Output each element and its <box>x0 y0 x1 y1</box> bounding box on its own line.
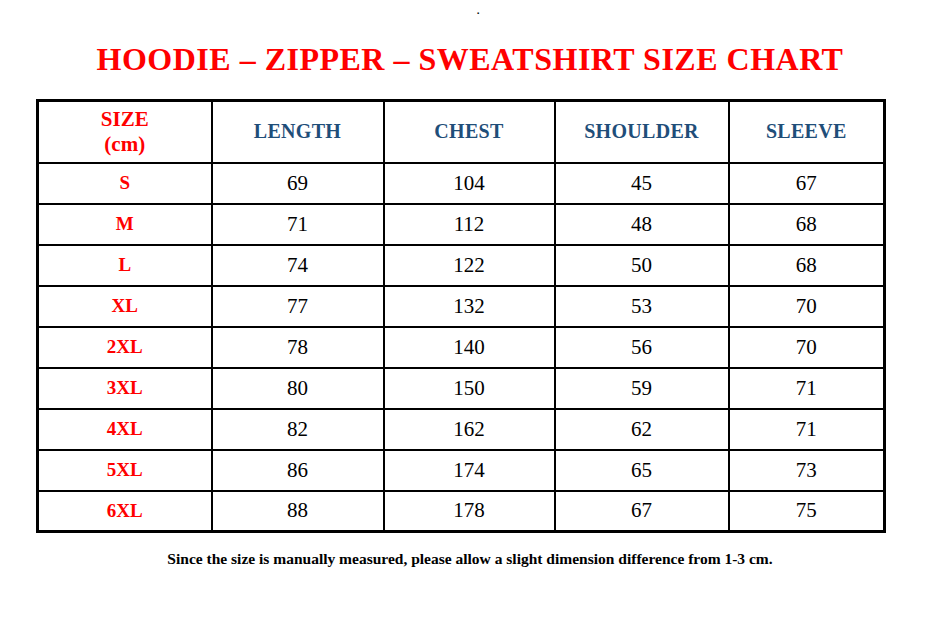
col-header-size-line1: SIZE <box>39 107 211 132</box>
length-value: 80 <box>212 368 384 409</box>
shoulder-value: 59 <box>555 368 729 409</box>
table-row: L 74 122 50 68 <box>38 245 885 286</box>
size-label: 2XL <box>38 327 212 368</box>
length-value: 86 <box>212 450 384 491</box>
col-header-sleeve: SLEEVE <box>729 101 885 163</box>
col-header-length: LENGTH <box>212 101 384 163</box>
chest-value: 162 <box>384 409 555 450</box>
length-value: 88 <box>212 491 384 532</box>
header-row: SIZE (cm) LENGTH CHEST SHOULDER SLEEVE <box>38 101 885 163</box>
sleeve-value: 68 <box>729 204 885 245</box>
length-value: 77 <box>212 286 384 327</box>
table-row: 2XL 78 140 56 70 <box>38 327 885 368</box>
length-value: 74 <box>212 245 384 286</box>
table-row: 3XL 80 150 59 71 <box>38 368 885 409</box>
chest-value: 178 <box>384 491 555 532</box>
length-value: 78 <box>212 327 384 368</box>
sleeve-value: 73 <box>729 450 885 491</box>
col-header-size-line2: (cm) <box>39 132 211 157</box>
size-label: 3XL <box>38 368 212 409</box>
chest-value: 104 <box>384 163 555 204</box>
sleeve-value: 70 <box>729 286 885 327</box>
length-value: 69 <box>212 163 384 204</box>
chest-value: 112 <box>384 204 555 245</box>
col-header-chest: CHEST <box>384 101 555 163</box>
page-title: HOODIE – ZIPPER – SWEATSHIRT SIZE CHART <box>0 41 940 78</box>
shoulder-value: 48 <box>555 204 729 245</box>
shoulder-value: 45 <box>555 163 729 204</box>
size-label: 4XL <box>38 409 212 450</box>
shoulder-value: 67 <box>555 491 729 532</box>
shoulder-value: 50 <box>555 245 729 286</box>
col-header-size: SIZE (cm) <box>38 101 212 163</box>
sleeve-value: 70 <box>729 327 885 368</box>
shoulder-value: 62 <box>555 409 729 450</box>
size-label: XL <box>38 286 212 327</box>
stray-dot-mark: ▪ <box>477 10 479 16</box>
size-label: M <box>38 204 212 245</box>
length-value: 82 <box>212 409 384 450</box>
table-row: XL 77 132 53 70 <box>38 286 885 327</box>
table-row: M 71 112 48 68 <box>38 204 885 245</box>
sleeve-value: 67 <box>729 163 885 204</box>
chest-value: 150 <box>384 368 555 409</box>
size-label: 5XL <box>38 450 212 491</box>
size-label: S <box>38 163 212 204</box>
size-chart-page: ▪ HOODIE – ZIPPER – SWEATSHIRT SIZE CHAR… <box>0 41 940 568</box>
chest-value: 140 <box>384 327 555 368</box>
chest-value: 174 <box>384 450 555 491</box>
shoulder-value: 65 <box>555 450 729 491</box>
chest-value: 132 <box>384 286 555 327</box>
col-header-shoulder: SHOULDER <box>555 101 729 163</box>
size-label: 6XL <box>38 491 212 532</box>
sleeve-value: 71 <box>729 368 885 409</box>
sleeve-value: 68 <box>729 245 885 286</box>
size-label: L <box>38 245 212 286</box>
table-row: 4XL 82 162 62 71 <box>38 409 885 450</box>
table-row: S 69 104 45 67 <box>38 163 885 204</box>
shoulder-value: 56 <box>555 327 729 368</box>
table-row: 5XL 86 174 65 73 <box>38 450 885 491</box>
sleeve-value: 75 <box>729 491 885 532</box>
sleeve-value: 71 <box>729 409 885 450</box>
size-chart-table: SIZE (cm) LENGTH CHEST SHOULDER SLEEVE S… <box>36 99 886 533</box>
length-value: 71 <box>212 204 384 245</box>
table-row: 6XL 88 178 67 75 <box>38 491 885 532</box>
shoulder-value: 53 <box>555 286 729 327</box>
footer-note: Since the size is manually measured, ple… <box>0 550 940 568</box>
chest-value: 122 <box>384 245 555 286</box>
